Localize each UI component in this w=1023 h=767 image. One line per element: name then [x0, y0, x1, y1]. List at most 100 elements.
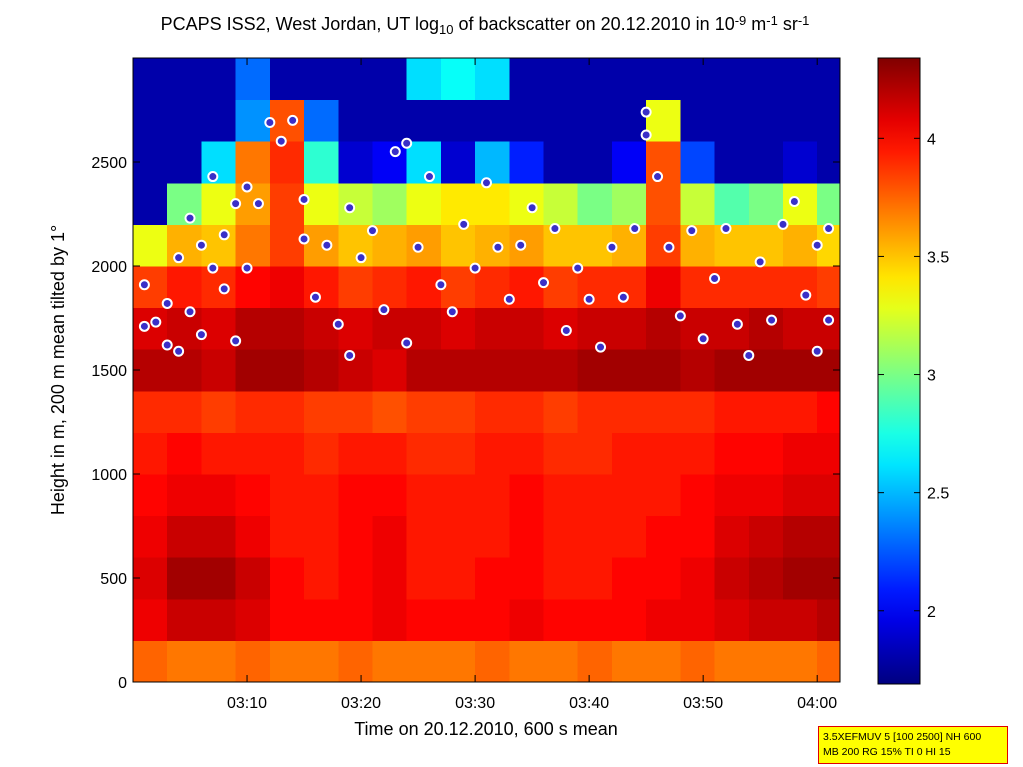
heatmap-cell — [748, 182, 784, 225]
heatmap-cell — [509, 266, 545, 309]
title-sup: -1 — [798, 13, 810, 28]
scatter-point — [640, 129, 652, 141]
scatter-point — [777, 218, 789, 230]
heatmap-cell — [269, 224, 305, 267]
scatter-point — [287, 114, 299, 126]
heatmap-cell — [782, 99, 818, 142]
heatmap-cell — [304, 141, 339, 184]
heatmap-cell — [372, 557, 408, 600]
heatmap-cell — [406, 224, 442, 267]
title-sup: -1 — [766, 13, 778, 28]
heatmap-cell — [338, 182, 373, 225]
scatter-point — [412, 241, 424, 253]
colorbar-tick-label: 4 — [927, 131, 936, 148]
scatter-point — [709, 272, 721, 284]
heatmap-cell — [680, 598, 716, 641]
heatmap-cell — [133, 224, 168, 267]
heatmap-cell — [440, 99, 476, 142]
colorbar-tick-label: 2.5 — [927, 486, 949, 503]
heatmap-cell — [440, 557, 476, 600]
heatmap-cell — [406, 557, 442, 600]
heatmap-cell — [577, 474, 613, 517]
heatmap-cell — [577, 557, 613, 600]
heatmap-cell — [748, 640, 784, 682]
heatmap-cell — [475, 307, 510, 350]
heatmap-cell — [543, 390, 579, 433]
heatmap-cell — [133, 266, 168, 309]
heatmap-cell — [680, 224, 716, 267]
heatmap-cell — [646, 557, 681, 600]
scatter-point — [378, 304, 390, 316]
heatmap-cell — [201, 390, 237, 433]
annotation-box: 3.5XEFMUV 5 [100 2500] NH 600 MB 200 RG … — [818, 726, 1008, 764]
heatmap-cell — [269, 474, 305, 517]
heatmap-cell — [748, 99, 784, 142]
heatmap-cell — [235, 224, 271, 267]
scatter-point — [720, 223, 732, 235]
heatmap-cell — [748, 58, 784, 101]
heatmap-cell — [406, 307, 442, 350]
heatmap-cell — [235, 307, 271, 350]
scatter-point — [811, 239, 823, 251]
scatter-point — [150, 316, 162, 328]
heatmap-cell — [577, 432, 613, 475]
heatmap-cell — [475, 224, 510, 267]
heatmap-cell — [304, 515, 339, 558]
heatmap-cell — [201, 58, 237, 101]
heatmap-cell — [680, 557, 716, 600]
heatmap-cell — [475, 58, 510, 101]
heatmap-cell — [475, 432, 510, 475]
annotation-line: 3.5XEFMUV 5 [100 2500] NH 600 — [823, 731, 982, 743]
heatmap-cell — [269, 390, 305, 433]
scatter-point — [811, 345, 823, 357]
scatter-point — [800, 289, 812, 301]
heatmap-cell — [782, 474, 818, 517]
heatmap-cell — [782, 182, 818, 225]
heatmap-cell — [577, 58, 613, 101]
colorbar-tick-label: 2 — [927, 604, 936, 621]
heatmap-cell — [646, 432, 681, 475]
heatmap-cell — [475, 349, 510, 392]
heatmap-cell — [338, 432, 373, 475]
heatmap-cell — [133, 182, 168, 225]
heatmap-cell — [406, 390, 442, 433]
heatmap-cell — [475, 266, 510, 309]
heatmap-cell — [646, 390, 681, 433]
heatmap-cell — [304, 557, 339, 600]
heatmap-cell — [167, 141, 202, 184]
heatmap-cell — [372, 266, 408, 309]
heatmap-cell — [269, 58, 305, 101]
heatmap-cell — [748, 224, 784, 267]
scatter-point — [606, 241, 618, 253]
heatmap-cell — [714, 390, 750, 433]
heatmap-cell — [782, 515, 818, 558]
heatmap-cell — [577, 307, 613, 350]
heatmap-cell — [748, 474, 784, 517]
scatter-point — [583, 293, 595, 305]
heatmap-cell — [646, 598, 681, 641]
scatter-point — [309, 291, 321, 303]
scatter-point — [344, 349, 356, 361]
scatter-point — [241, 181, 253, 193]
title-part: sr — [778, 14, 798, 34]
heatmap-cell — [440, 58, 476, 101]
heatmap-cell — [167, 349, 202, 392]
heatmap-cell — [714, 266, 750, 309]
heatmap-cell — [235, 598, 271, 641]
y-tick-label: 1500 — [91, 363, 127, 380]
scatter-point — [321, 239, 333, 251]
heatmap-cell — [680, 349, 716, 392]
heatmap-cell — [269, 349, 305, 392]
scatter-point — [560, 324, 572, 336]
x-tick-label: 04:00 — [797, 695, 837, 712]
heatmap-cell — [714, 99, 750, 142]
heatmap-cell — [611, 266, 647, 309]
heatmap-cell — [372, 58, 408, 101]
heatmap-cell — [167, 598, 202, 641]
heatmap-cell — [817, 224, 840, 267]
heatmap-cell — [440, 182, 476, 225]
chart-title: PCAPS ISS2, West Jordan, UT log10 of bac… — [161, 13, 810, 37]
heatmap-cell — [782, 390, 818, 433]
heatmap-cell — [577, 99, 613, 142]
